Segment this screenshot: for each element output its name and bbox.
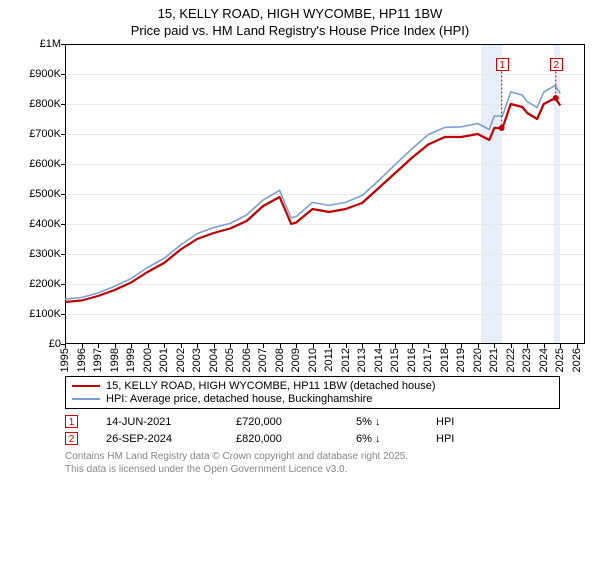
chart-title-line2: Price paid vs. HM Land Registry's House … (0, 23, 600, 38)
y-axis-label: £1M (40, 38, 61, 50)
x-axis-label: 2004 (208, 348, 220, 372)
sale-marker-dot (553, 95, 559, 101)
x-axis-label: 2017 (422, 348, 434, 372)
sale-delta: 6% ↓ (356, 433, 436, 445)
y-axis-label: £800K (29, 98, 61, 110)
x-axis-label: 2016 (406, 348, 418, 372)
x-axis-label: 1996 (76, 348, 88, 372)
legend-item-hpi: HPI: Average price, detached house, Buck… (72, 393, 553, 405)
x-axis-label: 2024 (538, 348, 550, 372)
y-axis-label: £900K (29, 68, 61, 80)
x-axis-label: 2019 (455, 348, 467, 372)
y-axis-label: £500K (29, 188, 61, 200)
series-line-hpi (65, 85, 560, 299)
y-tick (61, 104, 65, 105)
x-axis-label: 2021 (488, 348, 500, 372)
sale-reference: HPI (436, 433, 454, 445)
sale-marker-inline: 2 (65, 432, 78, 445)
x-axis-label: 1999 (125, 348, 137, 372)
x-axis-label: 2014 (373, 348, 385, 372)
y-axis-label: £200K (29, 278, 61, 290)
y-tick (61, 74, 65, 75)
x-axis-label: 2002 (175, 348, 187, 372)
sale-date: 26-SEP-2024 (106, 433, 236, 445)
line-series (65, 44, 585, 344)
legend-label: HPI: Average price, detached house, Buck… (106, 393, 372, 405)
x-axis-label: 2023 (521, 348, 533, 372)
x-axis-label: 2018 (439, 348, 451, 372)
x-axis-label: 2001 (158, 348, 170, 372)
chart-title-line1: 15, KELLY ROAD, HIGH WYCOMBE, HP11 1BW (0, 6, 600, 21)
x-axis-label: 2020 (472, 348, 484, 372)
legend-swatch (72, 385, 100, 387)
x-axis-label: 2022 (505, 348, 517, 372)
sale-price: £720,000 (236, 416, 356, 428)
footer-line: This data is licensed under the Open Gov… (65, 464, 600, 477)
x-axis-label: 1998 (109, 348, 121, 372)
sale-record-row: 1 14-JUN-2021£720,0005% ↓HPI (65, 415, 600, 428)
x-axis-label: 2013 (356, 348, 368, 372)
y-axis-label: £400K (29, 218, 61, 230)
x-axis-label: 1997 (92, 348, 104, 372)
legend: 15, KELLY ROAD, HIGH WYCOMBE, HP11 1BW (… (65, 376, 560, 409)
legend-swatch (72, 398, 100, 400)
y-tick (61, 164, 65, 165)
sale-reference: HPI (436, 416, 454, 428)
sale-marker-inline: 1 (65, 415, 78, 428)
y-tick (61, 44, 65, 45)
footer-attribution: Contains HM Land Registry data © Crown c… (65, 451, 600, 476)
legend-item-price-paid: 15, KELLY ROAD, HIGH WYCOMBE, HP11 1BW (… (72, 380, 553, 392)
y-tick (61, 284, 65, 285)
x-axis-label: 2026 (571, 348, 583, 372)
x-axis-label: 2007 (257, 348, 269, 372)
x-axis-label: 2012 (340, 348, 352, 372)
x-axis-label: 2006 (241, 348, 253, 372)
sale-delta: 5% ↓ (356, 416, 436, 428)
y-tick (61, 134, 65, 135)
y-tick (61, 314, 65, 315)
x-axis-label: 2005 (224, 348, 236, 372)
y-axis-label: £700K (29, 128, 61, 140)
sale-marker-box: 1 (496, 58, 509, 71)
y-axis-label: £600K (29, 158, 61, 170)
x-axis-label: 2015 (389, 348, 401, 372)
y-tick (61, 254, 65, 255)
x-axis-label: 1995 (59, 348, 71, 372)
sale-marker-dot (499, 125, 505, 131)
sale-marker-box: 2 (550, 58, 563, 71)
footer-line: Contains HM Land Registry data © Crown c… (65, 451, 600, 464)
chart-area: £0£100K£200K£300K£400K£500K£600K£700K£80… (25, 44, 595, 374)
x-axis-label: 2009 (290, 348, 302, 372)
x-axis-label: 2011 (323, 348, 335, 372)
y-tick (61, 194, 65, 195)
legend-label: 15, KELLY ROAD, HIGH WYCOMBE, HP11 1BW (… (106, 380, 436, 392)
sale-price: £820,000 (236, 433, 356, 445)
x-axis-label: 2003 (191, 348, 203, 372)
sale-record-row: 2 26-SEP-2024£820,0006% ↓HPI (65, 432, 600, 445)
x-axis-label: 2008 (274, 348, 286, 372)
sale-date: 14-JUN-2021 (106, 416, 236, 428)
x-axis-label: 2000 (142, 348, 154, 372)
y-axis-label: £100K (29, 308, 61, 320)
x-axis-label: 2010 (307, 348, 319, 372)
y-axis-label: £300K (29, 248, 61, 260)
sale-records: 1 14-JUN-2021£720,0005% ↓HPI 2 26-SEP-2024£… (65, 415, 600, 445)
y-tick (61, 224, 65, 225)
x-axis-label: 2025 (554, 348, 566, 372)
